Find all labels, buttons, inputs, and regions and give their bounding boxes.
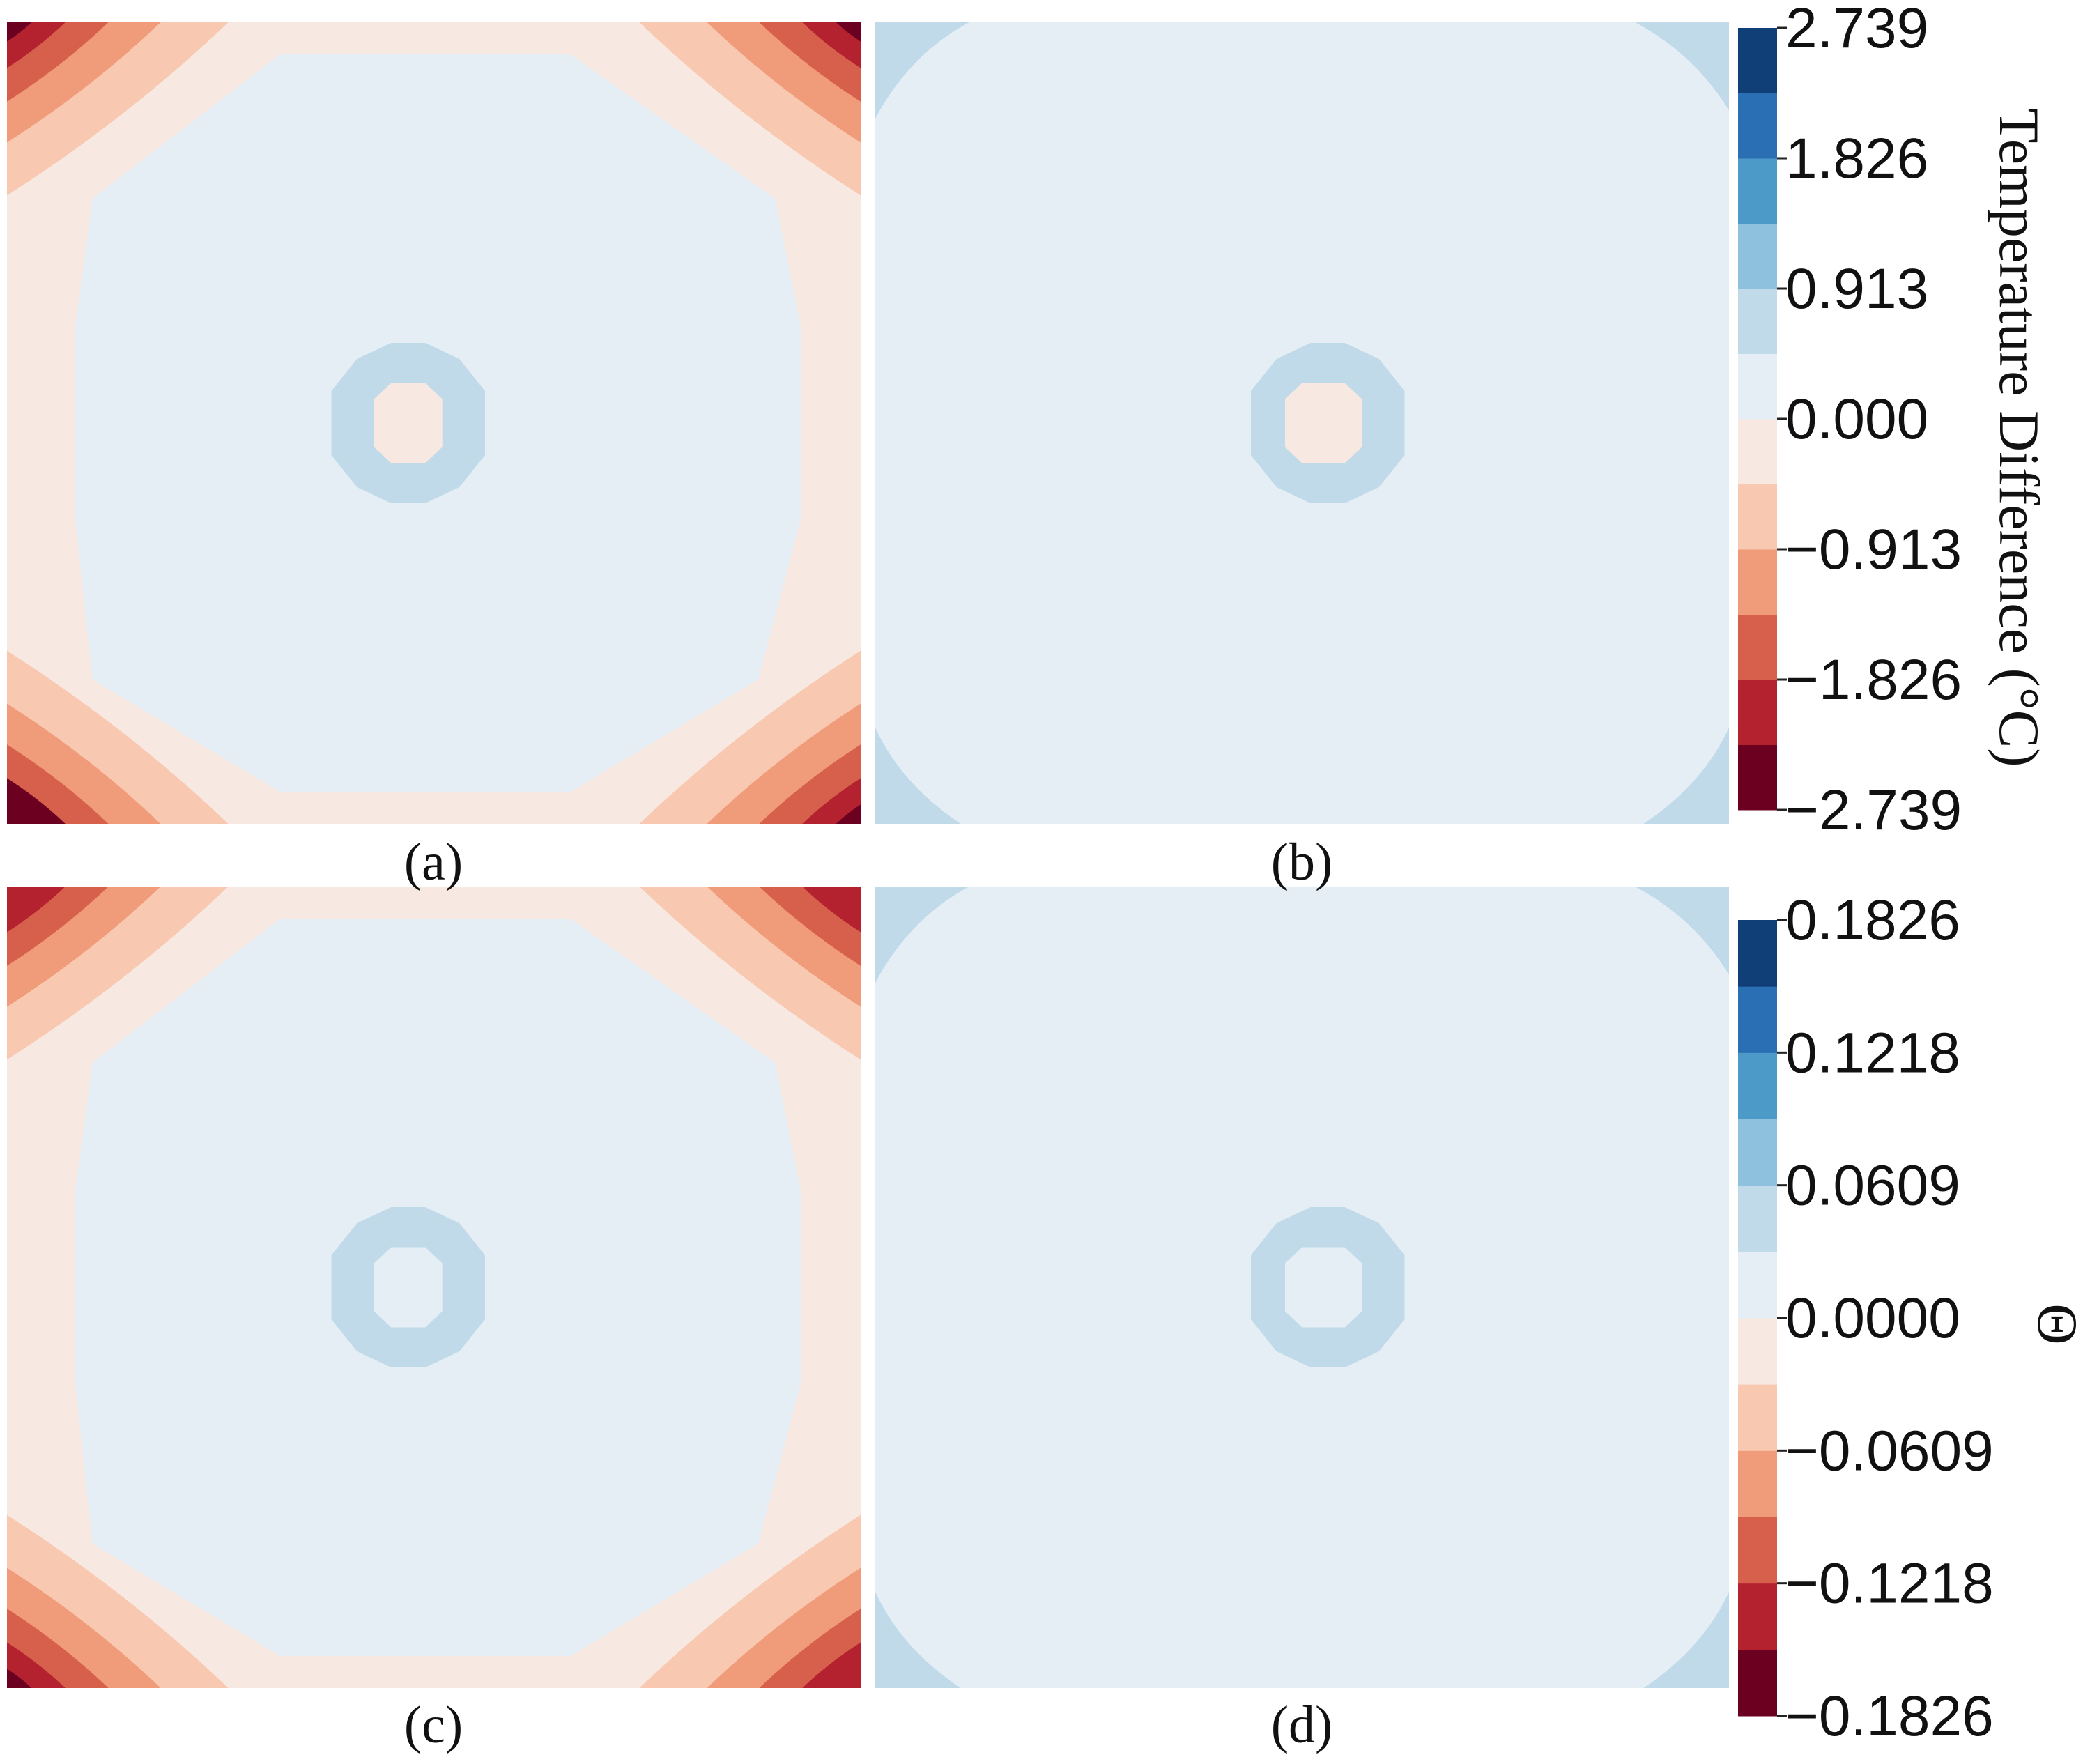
colorbar-tick-label: 0.0000 xyxy=(1785,1287,1960,1350)
corner-contour xyxy=(1635,22,1729,111)
corner-contour xyxy=(875,1592,961,1688)
colorbar-segment xyxy=(1738,158,1777,224)
corner-contour xyxy=(7,22,32,42)
colorbar-segment xyxy=(1738,28,1777,93)
corner-contour xyxy=(836,22,861,42)
colorbar-segment xyxy=(1738,744,1777,811)
corner-contour xyxy=(875,22,969,118)
colorbar-tick-label: 0.000 xyxy=(1785,388,1928,451)
corner-contour xyxy=(7,22,66,68)
colorbar-segment xyxy=(1738,549,1777,615)
corner-contour xyxy=(875,728,961,824)
colorbar-theta-title: Θ xyxy=(2026,1303,2083,1344)
colorbar-segment xyxy=(1738,680,1777,745)
colorbar-segment xyxy=(1738,614,1777,680)
colorbar-tick-label: 2.739 xyxy=(1785,0,1928,60)
colorbar-temperature-title: Temperature Difference (°C) xyxy=(1988,108,2051,767)
corner-contour xyxy=(7,887,66,933)
panel-label-b: (b) xyxy=(1271,833,1333,891)
corner-contour xyxy=(7,804,32,824)
colorbar-segment xyxy=(1738,289,1777,354)
center-region xyxy=(374,1247,443,1328)
colorbar-segment xyxy=(1738,1649,1777,1717)
colorbar-segment xyxy=(1738,419,1777,484)
colorbar-tick-label: −0.1826 xyxy=(1785,1685,1994,1748)
colorbar-tick-label: 0.913 xyxy=(1785,257,1928,321)
center-region xyxy=(374,383,443,463)
center-region xyxy=(1285,1247,1362,1328)
corner-contour xyxy=(1635,887,1729,975)
colorbar-segment xyxy=(1738,1052,1777,1119)
corner-contour xyxy=(7,1642,66,1688)
corner-contour xyxy=(802,1642,861,1688)
colorbar-tick-label: −0.1218 xyxy=(1785,1552,1994,1616)
corner-contour xyxy=(875,887,969,983)
colorbar-tick-label: 0.1218 xyxy=(1785,1021,1960,1084)
corner-contour xyxy=(7,887,32,906)
colorbar-tick-label: −2.739 xyxy=(1785,779,1962,842)
colorbar-segment xyxy=(1738,1583,1777,1650)
colorbar-segment xyxy=(1738,93,1777,159)
colorbar-segment xyxy=(1738,484,1777,550)
colorbar-segment xyxy=(1738,223,1777,289)
colorbar-theta: 0.1826 0.1218 0.0609 0.0000 −0.0609 −0.1218 −0… xyxy=(1738,889,1994,1748)
corner-contour xyxy=(1643,728,1729,824)
colorbar-segment xyxy=(1738,920,1777,987)
panel-b xyxy=(875,22,1729,824)
corner-contour xyxy=(836,887,861,906)
colorbar-temperature: 2.739 1.826 0.913 0.000 −0.913 −1.826 −2.739 xyxy=(1738,0,1962,842)
colorbar-segment xyxy=(1738,353,1777,420)
colorbar-segment xyxy=(1738,1384,1777,1451)
colorbar-tick-label: 1.826 xyxy=(1785,127,1928,190)
panel-d xyxy=(875,887,1729,1688)
colorbar-segment xyxy=(1738,1450,1777,1517)
panel-label-c: (c) xyxy=(404,1696,463,1754)
center-region xyxy=(1285,383,1362,463)
colorbar-tick-label: 0.0609 xyxy=(1785,1154,1960,1218)
panel-label-a: (a) xyxy=(404,833,463,891)
panel-a xyxy=(7,22,861,824)
corner-contour xyxy=(802,778,861,824)
corner-contour xyxy=(1643,1592,1729,1688)
colorbar-segment xyxy=(1738,1517,1777,1584)
corner-contour xyxy=(802,887,861,933)
colorbar-segment xyxy=(1738,1119,1777,1186)
corner-contour xyxy=(802,22,861,68)
colorbar-tick-label: −1.826 xyxy=(1785,648,1962,712)
corner-contour xyxy=(836,1669,861,1688)
corner-contour xyxy=(7,778,66,824)
colorbar-segment xyxy=(1738,986,1777,1053)
colorbar-tick-label: 0.1826 xyxy=(1785,889,1960,952)
colorbar-tick-label: −0.0609 xyxy=(1785,1419,1994,1482)
colorbar-tick-label: −0.913 xyxy=(1785,518,1962,581)
corner-contour xyxy=(7,1669,32,1688)
panel-label-d: (d) xyxy=(1271,1696,1333,1754)
colorbar-segment xyxy=(1738,1318,1777,1385)
corner-contour xyxy=(836,804,861,824)
panel-c xyxy=(7,887,861,1688)
colorbar-segment xyxy=(1738,1185,1777,1252)
colorbar-segment xyxy=(1738,1251,1777,1319)
